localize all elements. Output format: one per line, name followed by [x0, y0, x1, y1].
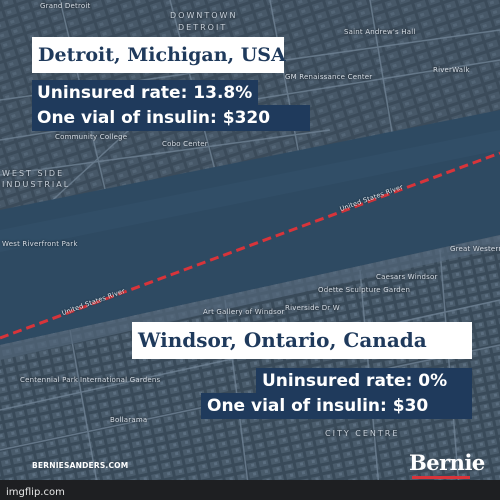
detroit-title-card: Detroit, Michigan, USA	[32, 37, 286, 73]
map-label-caesars: Caesars Windsor	[376, 273, 438, 281]
map-label-centennial: Centennial Park	[20, 376, 79, 384]
bernie-logo: Bernie	[409, 450, 485, 475]
map-label-west-riverfront: West Riverfront Park	[2, 240, 78, 248]
map-label-community-college: Community College	[55, 133, 128, 141]
map-label-downtown: DOWNTOWN	[170, 11, 238, 20]
logo-underline	[412, 476, 470, 479]
windsor-shore	[0, 235, 500, 360]
windsor-title-card: Windsor, Ontario, Canada	[132, 322, 472, 359]
detroit-uninsured-card: Uninsured rate: 13.8%	[32, 80, 258, 106]
map-label-saint-andrews: Saint Andrew's Hall	[344, 28, 416, 36]
watermark-bar	[0, 480, 500, 500]
map-label-riverside: Riverside Dr W	[285, 304, 340, 312]
windsor-insulin-card: One vial of insulin: $30	[201, 393, 472, 419]
river-highlight	[0, 130, 500, 252]
map-label-great-western: Great Western Park	[450, 245, 500, 253]
map-label-riverwalk: RiverWalk	[433, 66, 470, 74]
windsor-uninsured-card: Uninsured rate: 0%	[256, 368, 472, 394]
map-label-west-side: WEST SIDE	[2, 169, 65, 178]
imgflip-watermark: imgflip.com	[6, 487, 65, 498]
map-label-city-centre: CITY CENTRE	[325, 429, 400, 438]
map-label-renaissance: GM Renaissance Center	[285, 73, 373, 81]
detroit-insulin-card: One vial of insulin: $320	[32, 105, 310, 131]
website-link[interactable]: BERNIESANDERS.COM	[32, 461, 129, 470]
map-label-detroit: DETROIT	[178, 23, 228, 32]
map-label-grand-detroit: Grand Detroit	[40, 2, 91, 10]
border-line	[0, 151, 500, 340]
map-label-odette: Odette Sculpture Garden	[318, 286, 411, 294]
map-label-international: International Gardens	[80, 376, 161, 384]
map-label-cobo-center: Cobo Center	[162, 140, 208, 148]
map-label-art-gallery: Art Gallery of Windsor	[203, 308, 285, 316]
windsor-land	[0, 235, 500, 500]
map-label-bollarama: Bollarama	[110, 416, 148, 424]
map-label-industrial: INDUSTRIAL	[2, 180, 71, 189]
